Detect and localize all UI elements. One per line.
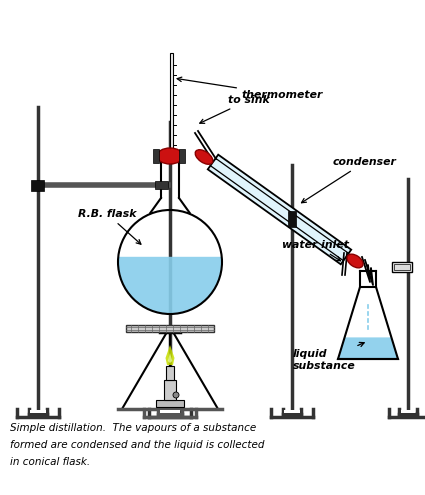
Bar — [162, 410, 178, 413]
Text: formed are condensed and the liquid is collected: formed are condensed and the liquid is c… — [10, 440, 264, 450]
Text: condenser: condenser — [301, 157, 397, 203]
Bar — [30, 410, 46, 413]
Bar — [284, 410, 300, 413]
Text: in conical flask.: in conical flask. — [10, 457, 90, 467]
Polygon shape — [338, 338, 398, 359]
Text: water inlet: water inlet — [282, 240, 349, 261]
Bar — [394, 264, 410, 270]
Bar — [179, 149, 185, 163]
Polygon shape — [165, 345, 175, 365]
Bar — [288, 211, 296, 227]
Bar — [401, 410, 415, 413]
Text: R.B. flask: R.B. flask — [78, 209, 141, 244]
Bar — [170, 53, 173, 163]
Ellipse shape — [157, 148, 183, 164]
Bar — [392, 262, 412, 272]
Circle shape — [173, 392, 179, 398]
Polygon shape — [208, 154, 351, 264]
Text: to sink: to sink — [200, 95, 270, 123]
Text: thermometer: thermometer — [177, 77, 323, 100]
Ellipse shape — [195, 149, 213, 164]
Polygon shape — [118, 257, 222, 314]
Bar — [155, 181, 168, 189]
Bar — [159, 410, 181, 413]
Polygon shape — [168, 353, 172, 363]
Bar — [126, 325, 214, 332]
Bar — [166, 366, 174, 380]
Text: liquid
substance: liquid substance — [293, 343, 364, 371]
Bar — [156, 400, 184, 407]
Text: Simple distillation.  The vapours of a substance: Simple distillation. The vapours of a su… — [10, 423, 256, 433]
Ellipse shape — [347, 254, 363, 268]
Bar — [153, 149, 159, 163]
Bar — [164, 380, 176, 400]
Bar — [31, 180, 45, 191]
